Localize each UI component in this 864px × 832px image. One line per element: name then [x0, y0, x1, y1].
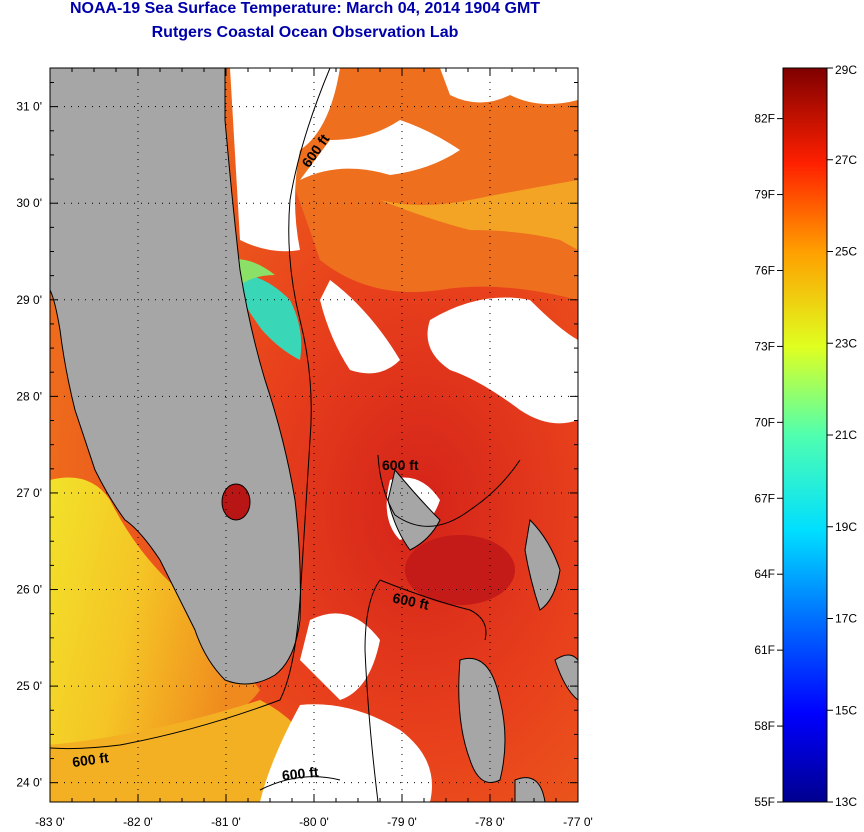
lon-label: -80 0' [299, 815, 329, 829]
contour-label-gulf: 600 ft [71, 749, 110, 770]
colorbar-f-label: 76F [754, 263, 775, 277]
map-subtitle: Rutgers Coastal Ocean Observation Lab [151, 24, 459, 41]
contour-label-bahamas: 600 ft [391, 589, 430, 612]
lat-label: 26 0' [16, 583, 42, 597]
lat-label: 29 0' [16, 293, 42, 307]
latitude-labels: 31 0' 30 0' 29 0' 28 0' 27 0' 26 0' 25 0' 24 0' [16, 100, 42, 790]
cloud-east [427, 297, 578, 424]
abaco-island [524, 518, 561, 611]
andros-island [458, 658, 506, 783]
lon-label: -83 0' [35, 815, 65, 829]
lat-label: 31 0' [16, 100, 42, 114]
coastal-cool-water [230, 274, 302, 360]
colorbar-c-label: 15C [835, 703, 857, 717]
colorbar-c-label: 29C [835, 63, 857, 77]
lon-label: -79 0' [387, 815, 417, 829]
lon-label: -77 0' [563, 815, 593, 829]
map-title: NOAA-19 Sea Surface Temperature: March 0… [69, 0, 541, 17]
lon-label: -82 0' [123, 815, 153, 829]
lat-label: 28 0' [16, 389, 42, 403]
colorbar-c-label: 19C [835, 520, 857, 534]
contour-label-grand-bahama: 600 ft [382, 457, 419, 473]
lake-okeechobee [221, 483, 251, 521]
warm-core [405, 535, 515, 605]
gulf-south [50, 700, 320, 802]
colorbar-fahrenheit-labels: 82F 79F 76F 73F 70F 67F 64F 61F 58F 55F [754, 112, 783, 809]
lat-label: 27 0' [16, 486, 42, 500]
lon-label: -78 0' [475, 815, 505, 829]
contour-label-straits: 600 ft [281, 764, 319, 784]
florida-land [50, 68, 301, 685]
colorbar-c-label: 13C [835, 795, 857, 809]
colorbar-f-label: 70F [754, 415, 775, 429]
ocean-orange-band [380, 180, 578, 250]
colorbar-c-label: 27C [835, 153, 857, 167]
longitude-labels: -83 0' -82 0' -81 0' -80 0' -79 0' -78 0' -77 … [35, 815, 593, 829]
colorbar-celsius-labels: 29C 27C 25C 23C 21C 19C 17C 15C 13C [827, 63, 857, 809]
contour-600ft-west [50, 68, 331, 750]
lat-label: 25 0' [16, 679, 42, 693]
colorbar-f-label: 55F [754, 795, 775, 809]
colorbar-f-label: 61F [754, 643, 775, 657]
sst-field [50, 68, 578, 802]
contour-600ft-bahamas-south [364, 579, 487, 802]
lat-label: 24 0' [16, 776, 42, 790]
colorbar-f-label: 67F [754, 491, 775, 505]
lon-label: -81 0' [211, 815, 241, 829]
colorbar-f-label: 79F [754, 188, 775, 202]
graticule [49, 68, 579, 802]
colorbar-gradient [782, 67, 828, 803]
colorbar-c-label: 25C [835, 245, 857, 259]
colorbar-f-label: 58F [754, 719, 775, 733]
grand-bahama [387, 468, 441, 551]
gulf-cool [50, 477, 260, 745]
colorbar-f-label: 82F [754, 112, 775, 126]
colorbar-c-label: 17C [835, 612, 857, 626]
colorbar-c-label: 21C [835, 428, 857, 442]
colorbar-f-label: 64F [754, 567, 775, 581]
colorbar-c-label: 23C [835, 336, 857, 350]
contour-600ft-bahamas-north [377, 454, 521, 527]
colorbar-f-label: 73F [754, 339, 775, 353]
lat-label: 30 0' [16, 196, 42, 210]
